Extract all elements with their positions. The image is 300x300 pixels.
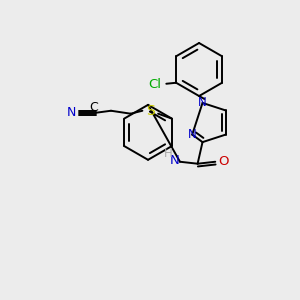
Text: H: H [164,147,172,161]
Text: S: S [146,104,154,118]
Text: N: N [67,106,76,119]
Text: O: O [218,155,228,168]
Text: Cl: Cl [148,78,161,91]
Text: N: N [170,154,180,167]
Text: N: N [198,96,207,110]
Text: C: C [89,101,98,114]
Text: N: N [188,128,197,141]
